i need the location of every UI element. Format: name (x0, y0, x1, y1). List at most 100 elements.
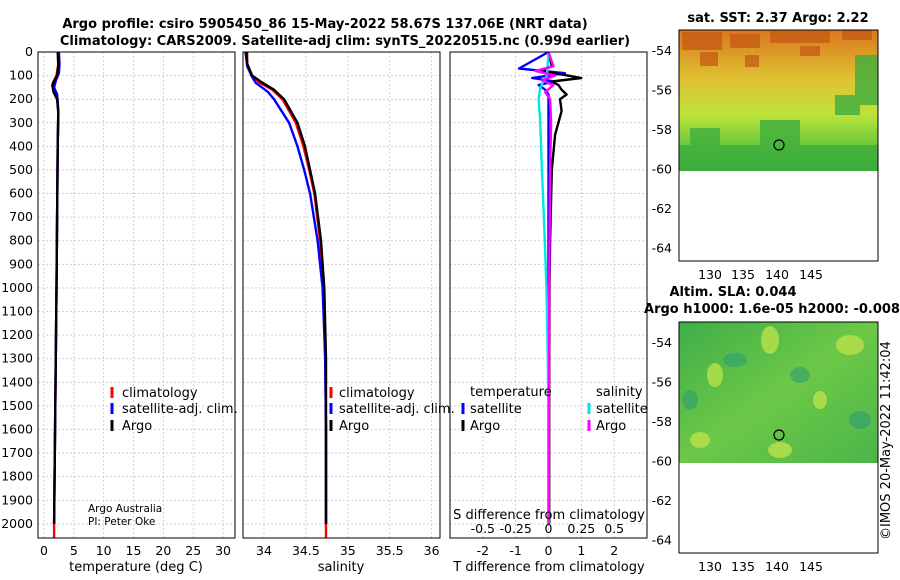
sla-ticks: 130 135 140 145 -54 -56 -58 -60 -62 -64 (652, 335, 823, 574)
x-tick-label: 34 (256, 543, 272, 558)
x-tick-label: 5 (70, 543, 78, 558)
y-tick-label: 900 (9, 256, 33, 271)
y-tick-label: 500 (9, 162, 33, 177)
y-tick-label: 1100 (1, 304, 33, 319)
x-tick-label: 10 (96, 543, 112, 558)
legend-label-argo: Argo (339, 419, 369, 434)
x-tick-label: 20 (155, 543, 171, 558)
y-tick-label: 700 (9, 209, 33, 224)
y-tick-label: 1900 (1, 492, 33, 507)
difference-xlabel: T difference from climatology (452, 560, 645, 575)
y-tick-label: 100 (9, 68, 33, 83)
sst-texture (682, 30, 872, 67)
y-tick-label: 1400 (1, 374, 33, 389)
y-tick-label: 2000 (1, 516, 33, 531)
y-tick-label: 1500 (1, 398, 33, 413)
credit-line2: PI: Peter Oke (88, 516, 155, 528)
y-tick-label: 1700 (1, 445, 33, 460)
sla-frame (678, 321, 879, 554)
map-x-tick-label: 130 (698, 267, 722, 282)
x2-tick-label: 0 (545, 521, 553, 536)
series-line-climatology (245, 52, 328, 538)
sst-nodata (679, 171, 878, 261)
series-line-t-satellite (517, 50, 567, 524)
map-x-tick-label: 130 (698, 559, 722, 574)
legend-label-t-argo: Argo (470, 419, 500, 434)
axes-frame (449, 51, 648, 539)
sla-map (678, 321, 879, 554)
sst-map-title: sat. SST: 2.37 Argo: 2.22 (687, 11, 868, 26)
difference-legend: temperature salinity satellite Argo sate… (461, 385, 648, 434)
legend-label-t-satellite: satellite (470, 402, 522, 417)
temperature-axes: 0 5 10 15 20 25 300100200300400500600700800900… (1, 44, 236, 558)
y-tick-label: 1000 (1, 280, 33, 295)
legend-label-s-argo: Argo (596, 419, 626, 434)
salinity-axes: 34 34.5 35 35.5 36 (242, 51, 441, 558)
map-x-tick-label: 140 (765, 267, 789, 282)
legend-label-s-satellite: satellite (596, 402, 648, 417)
x-tick-label: 35 (340, 543, 356, 558)
y-tick-label: 800 (9, 233, 33, 248)
x-tick-label: 25 (185, 543, 201, 558)
sst-argo-marker (773, 139, 785, 151)
map-y-tick-label: -54 (652, 335, 672, 350)
sst-frame (678, 29, 879, 262)
x-tick-label: 34.5 (292, 543, 320, 558)
x-tick-label: 36 (424, 543, 440, 558)
map-y-tick-label: -58 (652, 414, 672, 429)
map-y-tick-label: -54 (652, 43, 672, 58)
sla-nodata (679, 463, 878, 553)
map-y-tick-label: -60 (652, 162, 672, 177)
salinity-xlabel: salinity (318, 560, 365, 575)
salinity-legend: climatology satellite-adj. clim. Argo (329, 386, 455, 434)
x-tick-label: 2 (610, 543, 618, 558)
x2-tick-label: 0.5 (604, 521, 624, 536)
axes-frame (37, 51, 236, 539)
sst-ticks: 130 135 140 145 -54 -56 -58 -60 -62 -64 (652, 43, 823, 282)
header-title-line2: Climatology: CARS2009. Satellite-adj cli… (60, 34, 630, 49)
temperature-legend: climatology satellite-adj. clim. Argo (110, 386, 238, 434)
sla-map-title2: Argo h1000: 1.6e-05 h2000: -0.008 (644, 302, 900, 317)
sla-texture-teal (682, 353, 871, 429)
sla-texture-yellow (690, 326, 864, 458)
x-tick-label: 15 (126, 543, 142, 558)
legend-label-satellite: satellite-adj. clim. (339, 402, 455, 417)
footer-timestamp: ©IMOS 20-May-2022 11:42:04 (879, 341, 894, 540)
y-tick-label: 1800 (1, 469, 33, 484)
map-y-tick-label: -62 (652, 201, 672, 216)
map-y-tick-label: -64 (652, 241, 672, 256)
series-line-argo (245, 51, 328, 524)
y-tick-label: 1300 (1, 351, 33, 366)
credit-line1: Argo Australia (88, 503, 162, 515)
axes-frame (242, 51, 441, 539)
x-tick-label: -1 (509, 543, 521, 558)
x-tick-label: -2 (477, 543, 489, 558)
temperature-xlabel: temperature (deg C) (69, 560, 203, 575)
x-tick-label: 35.5 (376, 543, 404, 558)
y-tick-label: 200 (9, 91, 33, 106)
legend-title-temperature: temperature (470, 385, 552, 400)
x-tick-label: 1 (577, 543, 585, 558)
y-tick-label: 400 (9, 138, 33, 153)
sla-argo-marker (773, 429, 785, 441)
x2-tick-label: -0.25 (499, 521, 531, 536)
y-tick-label: 600 (9, 186, 33, 201)
map-y-tick-label: -64 (652, 533, 672, 548)
difference-xlabel-salinity: S difference from climatology (453, 508, 645, 523)
x2-tick-label: -0.5 (471, 521, 495, 536)
legend-label-argo: Argo (122, 419, 152, 434)
legend-title-salinity: salinity (596, 385, 643, 400)
sst-texture-green (680, 55, 878, 171)
map-x-tick-label: 140 (765, 559, 789, 574)
series-line-argo (51, 51, 60, 524)
map-x-tick-label: 135 (731, 267, 755, 282)
x-tick-label: 0 (40, 543, 48, 558)
x-tick-label: 0 (545, 543, 553, 558)
x2-tick-label: 0.25 (567, 521, 595, 536)
sst-map (678, 29, 879, 262)
header-title-line1: Argo profile: csiro 5905450_86 15-May-20… (62, 17, 587, 32)
y-tick-label: 0 (25, 44, 33, 59)
map-x-tick-label: 145 (799, 559, 823, 574)
y-tick-label: 1200 (1, 327, 33, 342)
